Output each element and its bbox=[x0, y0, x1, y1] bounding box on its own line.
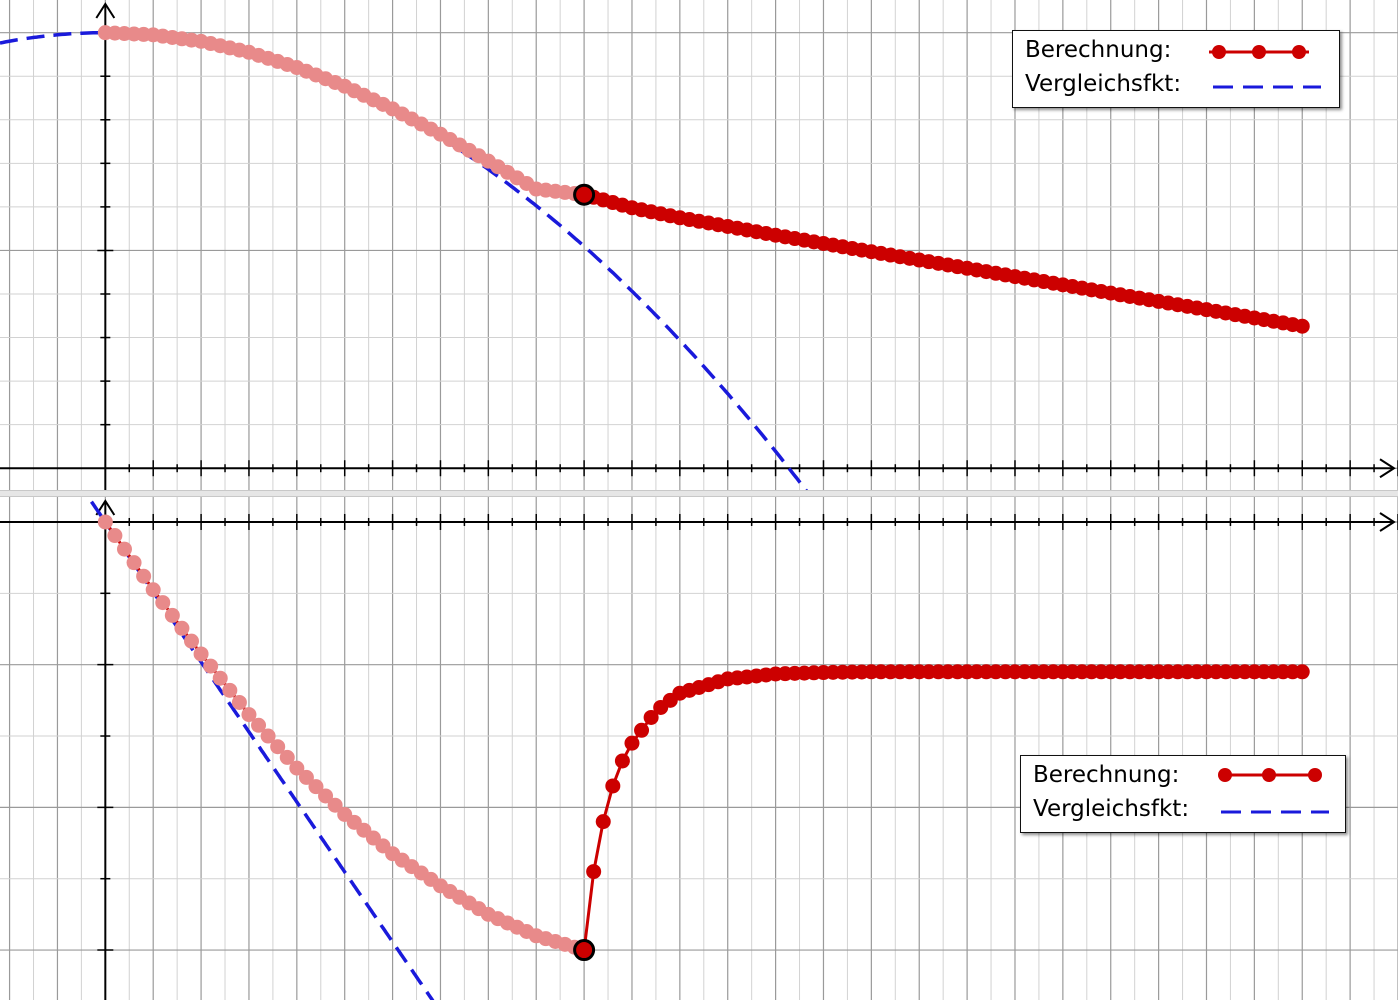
series-berechnung-point bbox=[184, 633, 200, 649]
series-berechnung-point bbox=[586, 864, 602, 880]
series-berechnung-point bbox=[289, 760, 305, 776]
legend-swatch-berechnung bbox=[1209, 45, 1309, 59]
series-berechnung-point bbox=[97, 514, 113, 530]
series-vergleichsfkt-line bbox=[0, 366, 438, 1004]
series-berechnung-point bbox=[308, 779, 324, 795]
series-vergleichsfkt-line bbox=[0, 30, 849, 547]
series-berechnung-point bbox=[614, 753, 630, 769]
velocity-chart-legend: Berechnung: Vergleichsfkt: bbox=[1020, 755, 1346, 833]
legend-swatch-vergleichsfkt bbox=[1221, 810, 1329, 814]
series-berechnung-point bbox=[212, 670, 228, 686]
legend-entry-berechnung: Berechnung: bbox=[1033, 762, 1179, 788]
legend-swatch-berechnung bbox=[1218, 768, 1322, 782]
legend-swatch-vergleichsfkt bbox=[1213, 85, 1321, 89]
series-berechnung-point bbox=[279, 749, 295, 765]
panel-divider bbox=[0, 490, 1398, 497]
series-berechnung-point bbox=[107, 528, 123, 544]
legend-label-vergleichsfkt: Vergleichsfkt: bbox=[1033, 796, 1190, 822]
series-berechnung-point bbox=[605, 778, 621, 794]
x-axis-arrow bbox=[1379, 512, 1396, 532]
series-berechnung-point bbox=[193, 646, 209, 662]
series-berechnung-point bbox=[116, 541, 132, 557]
y-axis-arrow bbox=[95, 2, 116, 19]
series-berechnung-point bbox=[251, 717, 267, 733]
marked-point bbox=[573, 183, 596, 206]
legend-entry-berechnung: Berechnung: bbox=[1025, 37, 1171, 63]
legend-label-berechnung: Berechnung: bbox=[1033, 762, 1180, 788]
marked-point bbox=[573, 939, 596, 962]
position-chart-panel: Berechnung: Vergleichsfkt: bbox=[0, 0, 1398, 547]
series-berechnung-point bbox=[1294, 664, 1310, 680]
velocity-chart-panel bbox=[0, 366, 1398, 1004]
series-berechnung-point bbox=[174, 620, 190, 636]
series-berechnung-point bbox=[327, 797, 343, 813]
series-berechnung-point bbox=[222, 682, 238, 698]
series-berechnung-point bbox=[1294, 318, 1310, 334]
legend-entry-vergleichsfkt: Vergleichsfkt: bbox=[1033, 796, 1189, 822]
series-berechnung-point bbox=[231, 694, 247, 710]
series-berechnung-point bbox=[203, 658, 219, 674]
series-berechnung-point bbox=[298, 769, 314, 785]
series-berechnung-point bbox=[145, 582, 161, 598]
position-chart bbox=[0, 0, 1398, 547]
series-berechnung-point bbox=[164, 607, 180, 623]
velocity-chart bbox=[0, 366, 1398, 1004]
legend-entry-vergleichsfkt: Vergleichsfkt: bbox=[1025, 71, 1181, 97]
series-berechnung-point bbox=[241, 707, 257, 723]
x-axis-arrow bbox=[1379, 458, 1396, 479]
series-berechnung-point bbox=[136, 568, 152, 584]
series-berechnung-point bbox=[624, 735, 640, 751]
series-berechnung-point bbox=[643, 709, 659, 725]
series-berechnung-point bbox=[126, 555, 142, 571]
series-berechnung-point bbox=[595, 814, 611, 830]
series-berechnung-point bbox=[270, 739, 286, 755]
position-chart-legend: Berechnung: Vergleichsfkt: bbox=[1012, 30, 1340, 108]
series-berechnung-point bbox=[260, 728, 276, 744]
series-berechnung-point bbox=[318, 788, 334, 804]
legend-label-berechnung: Berechnung: bbox=[1025, 37, 1172, 63]
series-berechnung-point bbox=[634, 722, 650, 738]
legend-label-vergleichsfkt: Vergleichsfkt: bbox=[1025, 71, 1182, 97]
series-berechnung-point bbox=[155, 595, 171, 611]
